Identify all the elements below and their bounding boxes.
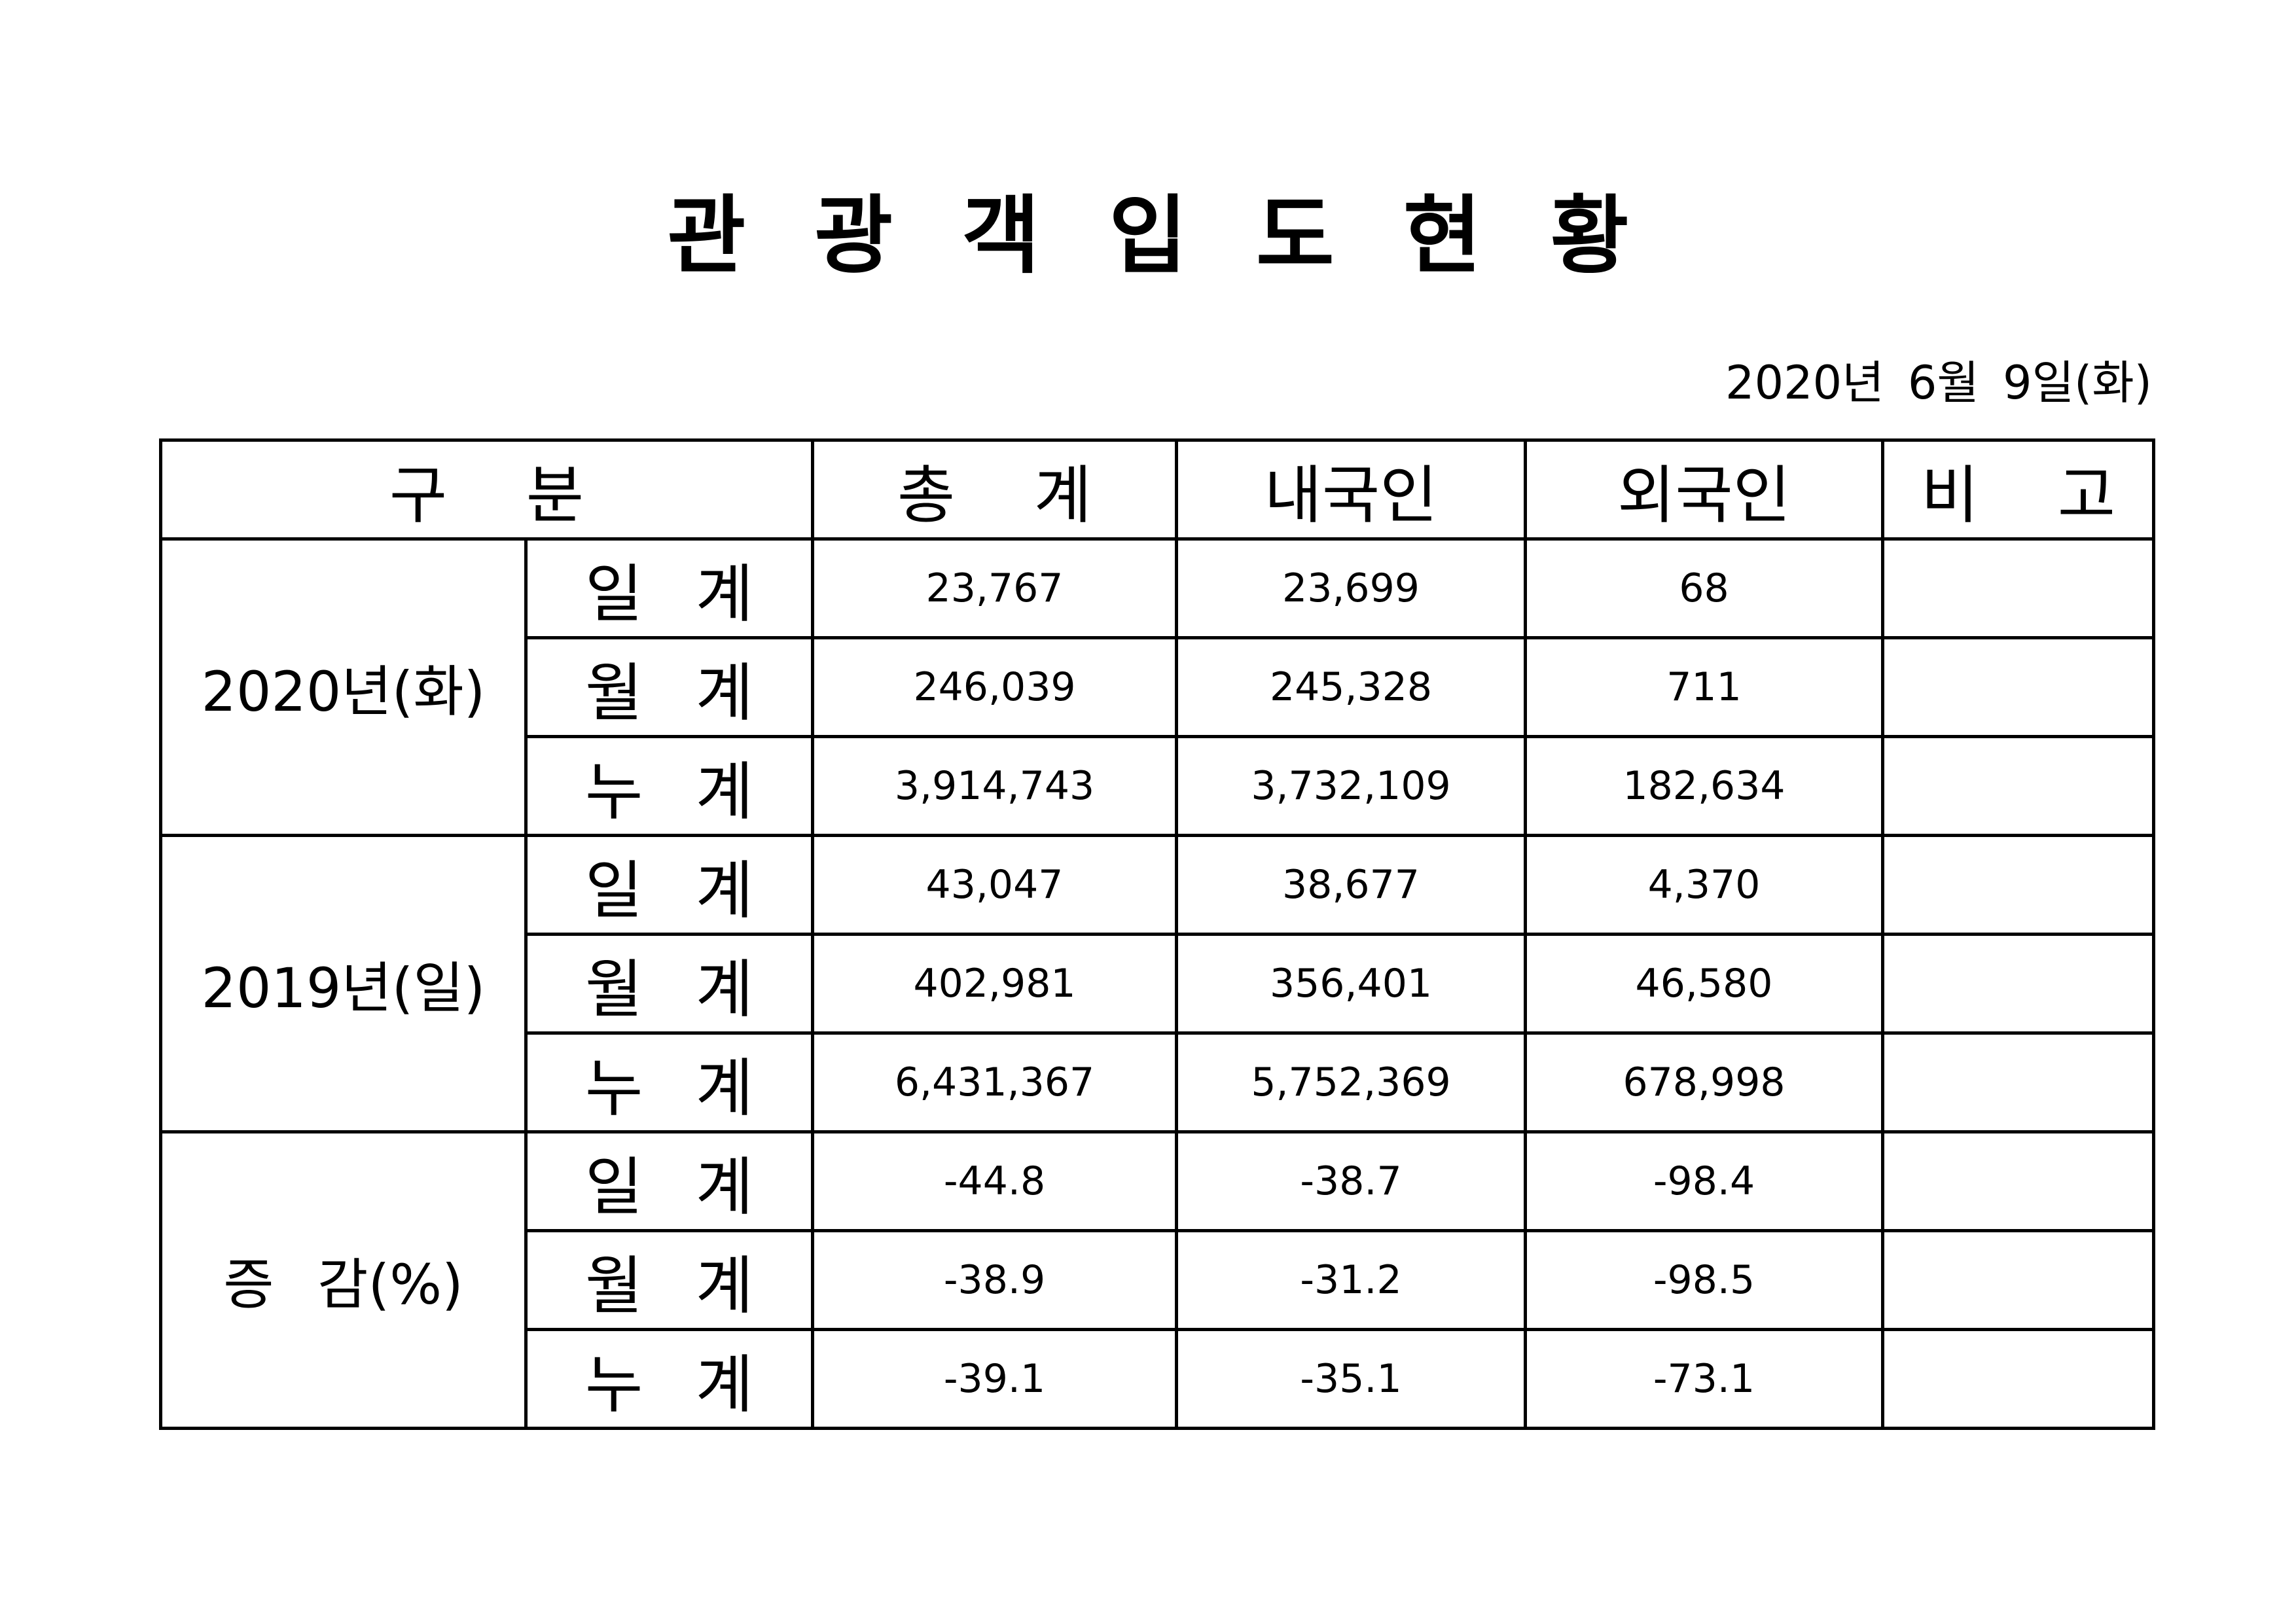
value-cell: 6,431,367	[811, 1031, 1178, 1133]
data-row: 누 계 3,914,743 3,732,109 182,634	[161, 735, 2155, 837]
value-cell: 23,767	[811, 537, 1178, 639]
page-title: 관 광 객 입 도 현 황	[667, 186, 1629, 285]
value-cell: 356,401	[1175, 933, 1527, 1035]
data-row: 누 계 6,431,367 5,752,369 678,998	[161, 1031, 2155, 1133]
remark-cell	[1881, 1130, 2155, 1232]
value-cell: -98.4	[1524, 1130, 1884, 1232]
row-label: 월 계	[524, 636, 814, 738]
group-label: 2020년(화)	[159, 537, 528, 837]
value-cell: 3,914,743	[811, 735, 1178, 837]
header-row: 구 분 총 계 내국인 외국인 비 고	[159, 438, 2155, 541]
group-label: 2019년(일)	[159, 834, 528, 1133]
column-header: 구 분	[159, 438, 814, 541]
value-cell: 23,699	[1175, 537, 1527, 639]
value-cell: 711	[1524, 636, 1884, 738]
value-cell: 245,328	[1175, 636, 1527, 738]
value-cell: 43,047	[811, 834, 1178, 936]
value-cell: 3,732,109	[1175, 735, 1527, 837]
group-label: 증 감(%)	[159, 1130, 528, 1430]
data-row: 월 계 402,981 356,401 46,580	[161, 933, 2155, 1035]
column-header: 외국인	[1524, 438, 1884, 541]
value-cell: -73.1	[1524, 1328, 1884, 1430]
data-row: 월 계 -38.9 -31.2 -98.5	[161, 1229, 2155, 1331]
remark-cell	[1881, 636, 2155, 738]
remark-cell	[1881, 537, 2155, 639]
column-header: 내국인	[1175, 438, 1527, 541]
value-cell: -39.1	[811, 1328, 1178, 1430]
remark-cell	[1881, 834, 2155, 936]
value-cell: 402,981	[811, 933, 1178, 1035]
value-cell: -35.1	[1175, 1328, 1527, 1430]
data-row: 월 계 246,039 245,328 711	[161, 636, 2155, 738]
value-cell: -44.8	[811, 1130, 1178, 1232]
row-label: 누 계	[524, 1328, 814, 1430]
report-date: 2020년 6월 9일(화)	[1725, 356, 2152, 410]
value-cell: 46,580	[1524, 933, 1884, 1035]
row-label: 누 계	[524, 1031, 814, 1133]
value-cell: -38.9	[811, 1229, 1178, 1331]
value-cell: -31.2	[1175, 1229, 1527, 1331]
remark-cell	[1881, 933, 2155, 1035]
value-cell: -38.7	[1175, 1130, 1527, 1232]
data-row: 2019년(일) 일 계 43,047 38,677 4,370	[159, 834, 2155, 1133]
table-body: 2020년(화) 일 계 23,767 23,699 68 월 계 246,039 245,3…	[159, 537, 2155, 1430]
data-row: 증 감(%) 일 계 -44.8 -38.7 -98.4	[159, 1130, 2155, 1430]
row-label: 월 계	[524, 1229, 814, 1331]
column-header: 비 고	[1881, 438, 2155, 541]
value-cell: 5,752,369	[1175, 1031, 1527, 1133]
value-cell: 246,039	[811, 636, 1178, 738]
row-label: 월 계	[524, 933, 814, 1035]
row-label: 일 계	[524, 1130, 814, 1232]
data-row: 누 계 -39.1 -35.1 -73.1	[161, 1328, 2155, 1430]
value-cell: -98.5	[1524, 1229, 1884, 1331]
remark-cell	[1881, 1328, 2155, 1430]
remark-cell	[1881, 1229, 2155, 1331]
column-header: 총 계	[811, 438, 1178, 541]
value-cell: 4,370	[1524, 834, 1884, 936]
data-row: 2020년(화) 일 계 23,767 23,699 68	[159, 537, 2155, 837]
remark-cell	[1881, 1031, 2155, 1133]
row-label: 누 계	[524, 735, 814, 837]
tourist-table: 구 분 총 계 내국인 외국인 비 고 2020년(화) 일 계 23,767 23,…	[159, 438, 2155, 1430]
row-label: 일 계	[524, 537, 814, 639]
value-cell: 182,634	[1524, 735, 1884, 837]
remark-cell	[1881, 735, 2155, 837]
row-label: 일 계	[524, 834, 814, 936]
value-cell: 678,998	[1524, 1031, 1884, 1133]
value-cell: 38,677	[1175, 834, 1527, 936]
value-cell: 68	[1524, 537, 1884, 639]
